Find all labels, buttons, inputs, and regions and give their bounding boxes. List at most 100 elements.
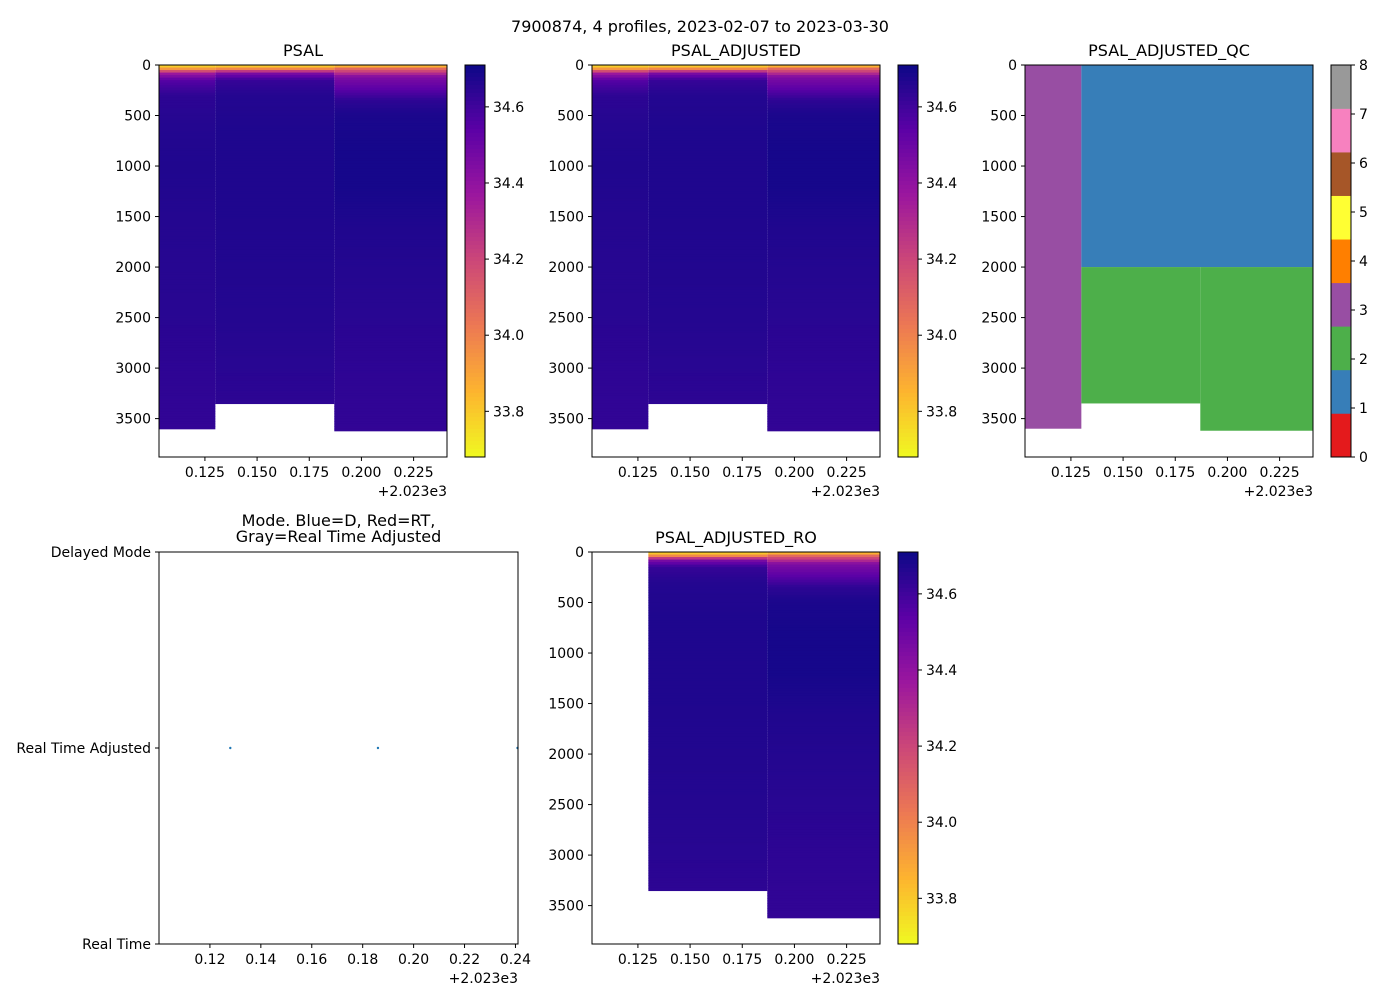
heatmap-cell <box>215 400 335 405</box>
heatmap-cell <box>159 234 216 238</box>
heatmap-cell <box>767 668 880 672</box>
colorbar-segment <box>465 149 485 154</box>
heatmap-cell <box>767 640 880 644</box>
colorbar-segment <box>1331 65 1351 109</box>
colorbar-segment <box>465 265 485 270</box>
heatmap-cell <box>767 802 880 806</box>
heatmap-cell <box>215 166 335 170</box>
heatmap-cell <box>159 363 216 367</box>
heatmap-cell <box>215 337 335 341</box>
colorbar-segment <box>898 808 918 813</box>
heatmap-cell <box>334 133 447 137</box>
colorbar-segment <box>465 169 485 174</box>
heatmap-cell <box>648 282 768 286</box>
heatmap-cell <box>767 239 880 243</box>
heatmap-cell <box>648 360 768 364</box>
heatmap-cell <box>159 145 216 149</box>
heatmap-cell <box>159 393 216 397</box>
heatmap-cell <box>215 120 335 124</box>
heatmap-cell <box>159 368 216 372</box>
heatmap-cell <box>215 168 335 172</box>
heatmap-cell <box>648 214 768 218</box>
colorbar-segment <box>465 309 485 314</box>
heatmap-cell <box>215 70 335 74</box>
y-tick-label: 3000 <box>115 361 151 377</box>
colorbar-segment <box>465 201 485 206</box>
colorbar-segment <box>898 880 918 885</box>
heatmap-cell <box>334 214 447 218</box>
colorbar-segment <box>898 297 918 302</box>
heatmap-cell <box>767 325 880 329</box>
colorbar-segment <box>465 73 485 78</box>
heatmap-cell <box>159 383 216 387</box>
heatmap-cell <box>648 373 768 377</box>
heatmap-cell <box>648 97 768 101</box>
heatmap-cell <box>648 832 768 836</box>
x-tick-label: 0.24 <box>500 952 531 968</box>
heatmap-cell <box>648 160 768 165</box>
colorbar-segment <box>898 824 918 829</box>
heatmap-cell <box>592 267 649 271</box>
colorbar-segment <box>898 836 918 841</box>
colorbar-segment <box>898 173 918 178</box>
heatmap-cell <box>648 246 768 250</box>
heatmap-cell <box>767 653 880 657</box>
heatmap-cell <box>215 163 335 167</box>
heatmap-cell <box>648 569 768 573</box>
heatmap-cell <box>215 80 335 84</box>
heatmap-cell <box>592 239 649 243</box>
x-tick-label: 0.225 <box>394 465 434 481</box>
heatmap-cell <box>159 279 216 283</box>
heatmap-cell <box>767 145 880 149</box>
heatmap-cell <box>334 221 447 225</box>
colorbar-segment <box>465 165 485 170</box>
heatmap-cell <box>159 302 216 306</box>
heatmap-cell <box>592 327 649 331</box>
colorbar-segment <box>465 393 485 398</box>
colorbar-segment <box>898 676 918 681</box>
heatmap-cell <box>648 797 768 801</box>
heatmap-cell <box>159 264 216 268</box>
heatmap-cell <box>767 216 880 220</box>
colorbar-segment <box>898 668 918 673</box>
colorbar-segment <box>1331 413 1351 458</box>
heatmap-cell <box>767 363 880 367</box>
colorbar-segment <box>898 149 918 154</box>
heatmap-cell <box>159 352 216 357</box>
colorbar-segment <box>1331 195 1351 240</box>
heatmap-cell <box>767 160 880 165</box>
heatmap-cell <box>767 85 880 89</box>
colorbar-tick-label: 34.4 <box>926 663 957 679</box>
subplot-title: PSAL_ADJUSTED_QC <box>1088 41 1250 61</box>
heatmap-cell <box>767 107 880 112</box>
heatmap-cell <box>648 140 768 144</box>
heatmap-cell <box>159 297 216 301</box>
heatmap-cell <box>648 90 768 94</box>
qc-cell <box>1081 65 1313 268</box>
colorbar-segment <box>465 225 485 230</box>
heatmap-cell <box>767 723 880 727</box>
colorbar-segment <box>898 848 918 853</box>
heatmap-cell <box>648 229 768 233</box>
heatmap-cell <box>648 716 768 720</box>
heatmap-cell <box>215 287 335 291</box>
colorbar-segment <box>898 560 918 565</box>
heatmap-cell <box>767 615 880 619</box>
colorbar-segment <box>898 353 918 358</box>
heatmap-cell <box>592 224 649 228</box>
colorbar-segment <box>898 852 918 857</box>
heatmap-cell <box>592 236 649 240</box>
heatmap-cell <box>767 892 880 897</box>
heatmap-cell <box>648 622 768 626</box>
colorbar-segment <box>465 93 485 98</box>
heatmap-cell <box>159 408 216 412</box>
heatmap-cell <box>334 143 447 147</box>
heatmap-cell <box>648 206 768 210</box>
heatmap-cell <box>215 363 335 367</box>
colorbar-segment <box>898 616 918 621</box>
heatmap-cell <box>648 850 768 854</box>
heatmap-cell <box>592 294 649 298</box>
heatmap-cell <box>334 408 447 412</box>
heatmap-cell <box>648 711 768 715</box>
colorbar-segment <box>898 604 918 609</box>
